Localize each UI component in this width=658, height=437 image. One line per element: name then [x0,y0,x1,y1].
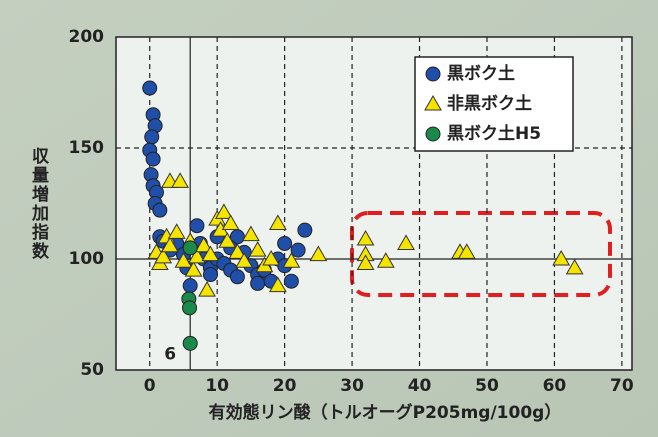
x-axis-label: 有効態リン酸（トルオーグP205mg/100g） [209,402,562,423]
data-point [241,225,260,242]
data-point [356,229,375,246]
x-tick-label: 30 [340,376,364,396]
data-point [188,247,206,264]
data-point [171,172,189,188]
data-point [297,222,313,238]
annotation: 6 [164,344,176,364]
data-point [194,236,213,253]
data-point [184,261,203,277]
legend-marker [425,126,441,142]
data-point [182,335,198,351]
data-point [268,276,287,293]
y-tick-label: 100 [69,249,105,269]
data-point [182,278,198,294]
y-tick-label: 200 [69,27,105,47]
legend-label: 非黒ボク土 [447,93,532,114]
data-point [152,202,168,218]
data-point [202,267,218,283]
data-point [262,249,281,266]
legend-marker [425,66,441,82]
x-tick-label: 60 [543,376,567,396]
data-point [201,245,220,262]
data-point [174,252,193,268]
legend-label: 黒ボク土 [447,63,515,84]
data-point [229,269,245,285]
data-point [221,214,240,231]
data-point [145,151,161,167]
x-tick-label: 50 [475,376,499,396]
legend-label: 黒ボク土H5 [447,123,541,144]
data-point [290,242,306,258]
x-tick-label: 10 [205,376,229,396]
data-point [235,252,254,268]
x-tick-label: 0 [144,376,156,396]
data-point [552,249,571,266]
data-point [182,240,198,256]
data-point [565,258,584,275]
x-tick-label: 70 [610,376,634,396]
data-point [277,235,293,251]
x-tick-label: 40 [408,376,432,396]
legend-marker [424,94,442,111]
data-point [154,247,173,264]
data-point [228,243,247,259]
data-point [457,243,476,259]
y-axis-label: 収量増加指数 [28,147,50,261]
data-point [356,254,375,270]
data-point [283,273,299,289]
data-point [268,214,287,231]
data-point [144,129,160,145]
data-point [182,300,198,316]
data-point [167,223,186,239]
data-point [161,236,179,253]
data-point [250,275,266,291]
legend-box [414,56,574,152]
data-point [215,203,233,219]
data-point [309,245,328,262]
y-tick-label: 150 [69,138,105,158]
x-tick-label: 20 [273,376,297,396]
data-point [189,218,205,234]
data-point [142,80,158,96]
data-point [198,281,216,297]
data-point [282,252,301,268]
y-tick-label: 50 [80,360,104,380]
data-point [376,252,395,268]
data-point [248,241,267,257]
data-point [218,232,237,248]
data-point [397,234,415,250]
